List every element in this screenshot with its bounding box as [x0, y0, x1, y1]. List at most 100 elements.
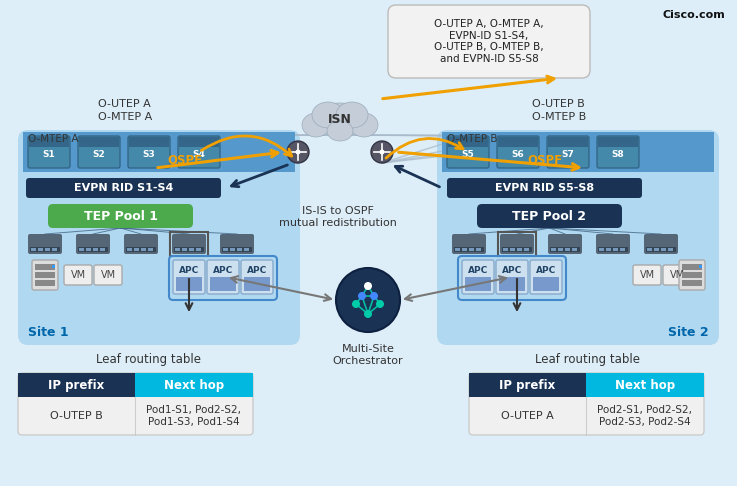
Bar [175, 248, 180, 251]
FancyBboxPatch shape [207, 260, 239, 294]
Circle shape [371, 141, 393, 163]
Bar [499, 277, 525, 291]
Text: Pod1-S1, Pod2-S2,
Pod1-S3, Pod1-S4: Pod1-S1, Pod2-S2, Pod1-S3, Pod1-S4 [147, 405, 242, 427]
FancyBboxPatch shape [32, 260, 58, 290]
FancyBboxPatch shape [173, 260, 205, 294]
Bar [647, 248, 652, 251]
Text: APC: APC [247, 265, 267, 275]
Bar [699, 265, 702, 268]
Bar [182, 248, 187, 251]
Bar [465, 277, 491, 291]
Circle shape [364, 310, 372, 318]
Text: S8: S8 [612, 150, 624, 158]
FancyBboxPatch shape [633, 265, 661, 285]
Bar [572, 248, 577, 251]
Bar [498, 137, 538, 147]
FancyBboxPatch shape [437, 130, 719, 345]
Text: Leaf routing table: Leaf routing table [536, 353, 640, 366]
Bar [551, 248, 556, 251]
Bar [462, 248, 467, 251]
Text: EVPN RID S1-S4: EVPN RID S1-S4 [74, 183, 173, 193]
FancyBboxPatch shape [644, 234, 678, 254]
Text: S1: S1 [43, 150, 55, 158]
Bar [237, 248, 242, 251]
Bar [510, 248, 515, 251]
Circle shape [336, 268, 400, 332]
Text: ISN: ISN [328, 112, 352, 125]
FancyBboxPatch shape [388, 5, 590, 78]
FancyBboxPatch shape [447, 178, 642, 198]
Bar [646, 247, 676, 252]
Bar [35, 280, 55, 286]
Bar [550, 247, 580, 252]
FancyBboxPatch shape [679, 260, 705, 290]
Text: O-UTEP B: O-UTEP B [49, 411, 102, 421]
Bar [38, 248, 43, 251]
Ellipse shape [336, 102, 368, 128]
Text: O-UTEP A: O-UTEP A [500, 411, 553, 421]
Bar [126, 247, 156, 252]
Bar [558, 248, 563, 251]
FancyBboxPatch shape [18, 373, 253, 435]
FancyBboxPatch shape [220, 234, 254, 254]
Bar [533, 277, 559, 291]
Bar [129, 137, 169, 147]
Ellipse shape [327, 121, 353, 141]
Bar [469, 248, 474, 251]
Bar [179, 137, 219, 147]
Bar [174, 247, 204, 252]
Bar [86, 248, 91, 251]
FancyBboxPatch shape [452, 234, 486, 254]
Bar [598, 247, 628, 252]
Text: TEP Pool 1: TEP Pool 1 [83, 209, 158, 223]
Bar [30, 247, 60, 252]
FancyBboxPatch shape [94, 265, 122, 285]
Bar [668, 248, 673, 251]
FancyBboxPatch shape [128, 136, 170, 168]
FancyBboxPatch shape [597, 136, 639, 168]
Text: Next hop: Next hop [615, 379, 675, 392]
Bar [476, 248, 481, 251]
Circle shape [376, 300, 384, 308]
FancyBboxPatch shape [477, 204, 622, 228]
Bar [29, 137, 69, 147]
Text: TEP Pool 2: TEP Pool 2 [512, 209, 587, 223]
FancyBboxPatch shape [241, 260, 273, 294]
Text: Cisco.com: Cisco.com [663, 10, 725, 20]
Text: O-UTEP A: O-UTEP A [98, 99, 151, 109]
Text: S4: S4 [192, 150, 206, 158]
Bar [100, 248, 105, 251]
Text: O-MTEP B: O-MTEP B [532, 112, 586, 122]
Circle shape [287, 141, 309, 163]
Bar [52, 248, 57, 251]
Bar [35, 264, 55, 270]
Text: S6: S6 [511, 150, 524, 158]
Bar [196, 248, 201, 251]
Text: IP prefix: IP prefix [48, 379, 104, 392]
Text: Pod2-S1, Pod2-S2,
Pod2-S3, Pod2-S4: Pod2-S1, Pod2-S2, Pod2-S3, Pod2-S4 [598, 405, 693, 427]
Text: APC: APC [179, 265, 199, 275]
Bar [661, 248, 666, 251]
Circle shape [364, 282, 372, 290]
FancyBboxPatch shape [124, 234, 158, 254]
Bar [469, 373, 586, 397]
Circle shape [296, 150, 301, 155]
Text: Leaf routing table: Leaf routing table [97, 353, 201, 366]
Bar [654, 248, 659, 251]
Bar [223, 248, 228, 251]
FancyBboxPatch shape [469, 373, 704, 435]
Text: S2: S2 [93, 150, 105, 158]
Bar [222, 247, 252, 252]
Bar [45, 248, 50, 251]
Bar [23, 132, 295, 172]
Text: OSPF: OSPF [167, 154, 203, 167]
Bar [524, 248, 529, 251]
Bar [442, 132, 714, 172]
Text: Multi-Site
Orchestrator: Multi-Site Orchestrator [332, 344, 403, 365]
Bar [35, 272, 55, 278]
Text: IP prefix: IP prefix [499, 379, 555, 392]
Bar [448, 137, 488, 147]
Bar [189, 248, 194, 251]
FancyBboxPatch shape [178, 136, 220, 168]
Text: O-MTEP A: O-MTEP A [98, 112, 153, 122]
